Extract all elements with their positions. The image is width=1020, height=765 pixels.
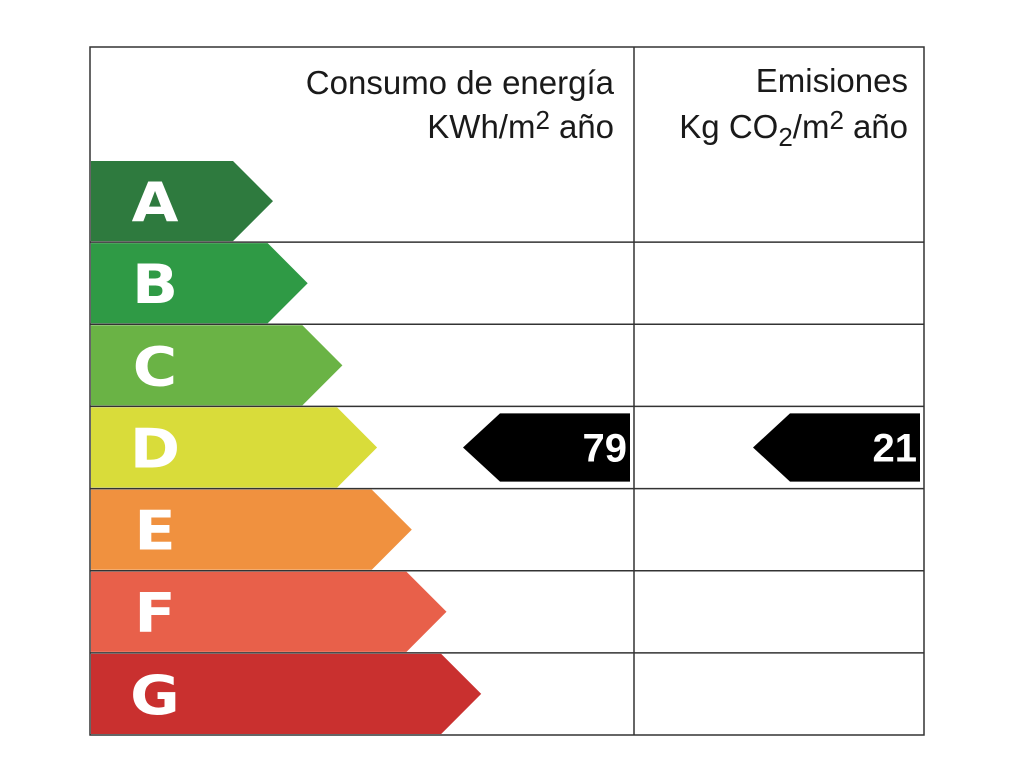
rating-arrow — [91, 489, 412, 570]
header-consumo-line1: Consumo de energía — [306, 64, 615, 101]
subscript: 2 — [778, 122, 792, 152]
rating-letter: B — [132, 253, 178, 316]
rating-arrow — [91, 161, 273, 242]
rating-letter: E — [134, 500, 175, 563]
unit: Kg CO — [679, 108, 778, 145]
rating-letter: G — [130, 664, 180, 727]
header-emisiones-line1: Emisiones — [756, 62, 908, 99]
rating-arrow — [91, 571, 447, 652]
unit: KWh/m — [427, 108, 535, 145]
rating-letter: C — [133, 335, 177, 398]
rating-arrow — [91, 325, 343, 406]
indicator-value: 21 — [873, 427, 918, 471]
header-consumo-line2: KWh/m2 año — [427, 105, 614, 145]
indicator-arrow — [753, 413, 920, 482]
table-border — [89, 46, 925, 736]
rating-arrow — [91, 243, 308, 324]
header-emisiones-line2: Kg CO2/m2 año — [679, 105, 908, 152]
indicator-arrow — [463, 413, 630, 482]
unit: /m — [793, 108, 830, 145]
unit: año — [559, 108, 614, 145]
rating-letter: F — [134, 582, 175, 645]
rating-arrow — [91, 653, 482, 734]
rating-letter: A — [132, 171, 179, 234]
table-frame — [89, 46, 925, 736]
superscript: 2 — [829, 105, 843, 135]
unit: año — [853, 108, 908, 145]
superscript: 2 — [535, 105, 549, 135]
rating-letter: D — [130, 418, 180, 481]
rating-arrow — [91, 407, 378, 488]
indicator-value: 79 — [583, 427, 628, 471]
